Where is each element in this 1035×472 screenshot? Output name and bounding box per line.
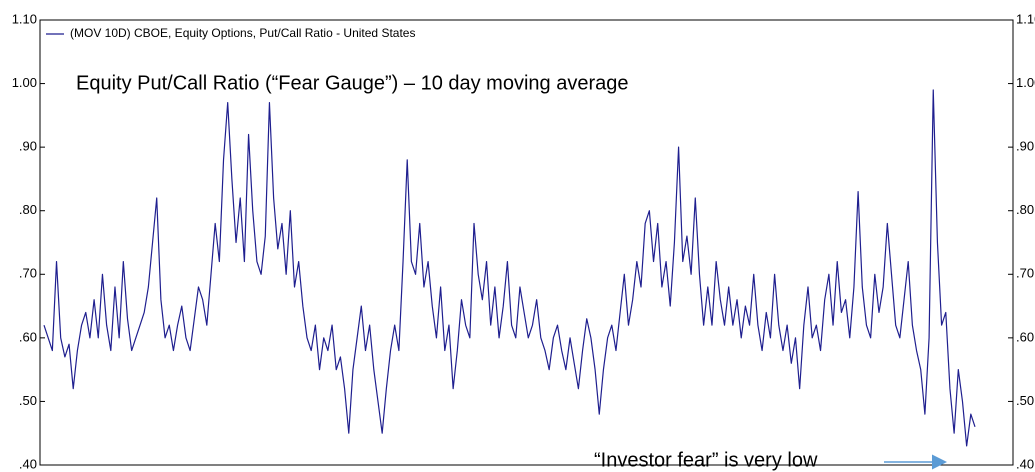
chart-title: Equity Put/Call Ratio (“Fear Gauge”) – 1… (76, 72, 629, 94)
y2-tick-label: 1.00 (1016, 75, 1035, 90)
y2-tick-label: 1.10 (1016, 11, 1035, 26)
annotation: “Investor fear” is very low (594, 449, 818, 471)
y-tick-label: .60 (19, 329, 37, 344)
legend-label: (MOV 10D) CBOE, Equity Options, Put/Call… (70, 26, 415, 40)
y-tick-label: .50 (19, 393, 37, 408)
y-tick-label: .90 (19, 139, 37, 154)
y2-tick-label: .70 (1016, 266, 1034, 281)
y-tick-label: 1.10 (12, 11, 37, 26)
y-tick-label: .70 (19, 266, 37, 281)
plot-frame (39, 19, 1014, 466)
y2-tick-label: .60 (1016, 329, 1034, 344)
series-line (43, 89, 976, 447)
y2-tick-label: .40 (1016, 456, 1034, 471)
y-tick-label: .40 (19, 456, 37, 471)
y2-tick-label: .50 (1016, 393, 1034, 408)
y-tick-label: .80 (19, 202, 37, 217)
y2-tick-label: .90 (1016, 139, 1034, 154)
y-tick-label: 1.00 (12, 75, 37, 90)
y2-tick-label: .80 (1016, 202, 1034, 217)
